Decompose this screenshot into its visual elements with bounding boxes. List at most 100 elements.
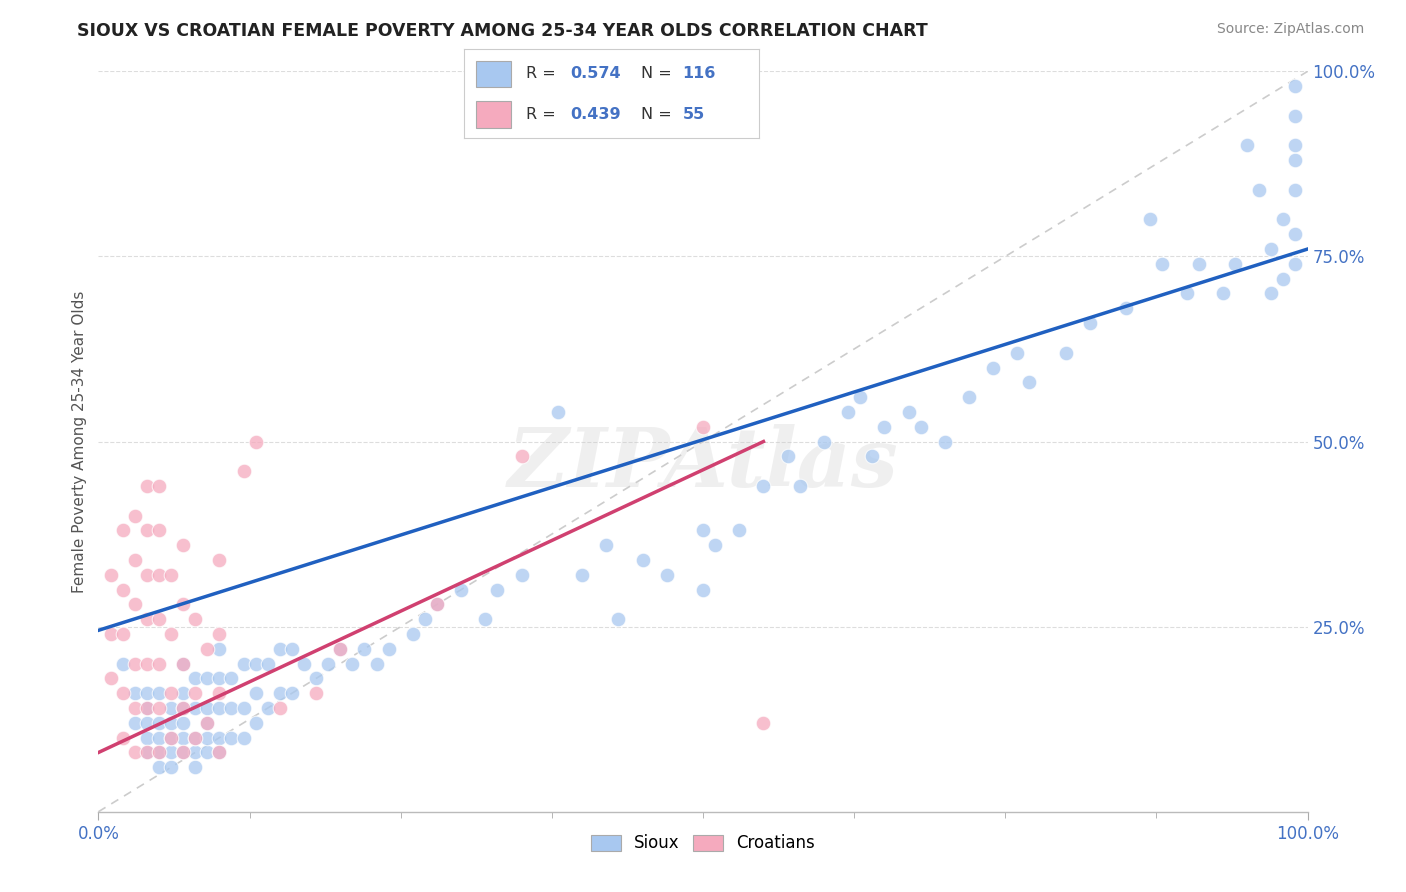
Point [124, 686, 146, 700]
Point [1284, 138, 1306, 153]
Point [486, 582, 509, 597]
Point [353, 641, 375, 656]
Point [100, 567, 122, 582]
Point [148, 746, 170, 760]
Point [281, 641, 304, 656]
Point [172, 686, 194, 700]
Point [292, 657, 315, 671]
Point [160, 731, 183, 745]
Point [1236, 138, 1258, 153]
Point [135, 746, 157, 760]
Point [305, 672, 328, 686]
Point [208, 701, 231, 715]
Point [232, 731, 254, 745]
Point [208, 553, 231, 567]
Point [1284, 109, 1306, 123]
Point [1284, 257, 1306, 271]
Point [208, 641, 231, 656]
Point [148, 524, 170, 538]
Point [100, 627, 122, 641]
Point [377, 641, 399, 656]
Point [135, 746, 157, 760]
Point [426, 598, 449, 612]
Point [160, 701, 183, 715]
Point [184, 760, 207, 774]
Text: 55: 55 [682, 107, 704, 121]
Point [172, 657, 194, 671]
Point [426, 598, 449, 612]
Point [172, 538, 194, 552]
Point [897, 405, 920, 419]
Point [1188, 257, 1211, 271]
Text: N =: N = [641, 66, 678, 80]
Point [160, 567, 183, 582]
Y-axis label: Female Poverty Among 25-34 Year Olds: Female Poverty Among 25-34 Year Olds [72, 291, 87, 592]
Point [655, 567, 678, 582]
Point [728, 524, 751, 538]
Point [269, 686, 291, 700]
Point [413, 612, 436, 626]
Point [1152, 257, 1174, 271]
Point [1175, 286, 1198, 301]
Point [160, 746, 183, 760]
Point [135, 686, 157, 700]
Point [148, 701, 170, 715]
Point [752, 715, 775, 730]
Point [776, 450, 799, 464]
Point [111, 582, 134, 597]
Point [1284, 227, 1306, 242]
Point [1115, 301, 1137, 316]
Point [957, 390, 980, 404]
Point [160, 731, 183, 745]
Point [269, 701, 291, 715]
Point [148, 715, 170, 730]
Point [124, 657, 146, 671]
Point [111, 627, 134, 641]
Point [571, 567, 593, 582]
Point [172, 701, 194, 715]
Point [100, 672, 122, 686]
Point [1007, 345, 1029, 359]
Point [873, 419, 896, 434]
Point [135, 612, 157, 626]
Point [221, 672, 243, 686]
Point [208, 746, 231, 760]
Point [329, 641, 352, 656]
Point [184, 686, 207, 700]
Point [256, 657, 278, 671]
Point [981, 360, 1004, 375]
Point [184, 731, 207, 745]
Point [232, 464, 254, 478]
Point [450, 582, 472, 597]
Text: R =: R = [526, 107, 561, 121]
Point [849, 390, 872, 404]
Point [232, 657, 254, 671]
Point [860, 450, 883, 464]
Point [910, 419, 932, 434]
Point [172, 746, 194, 760]
Point [148, 686, 170, 700]
Point [1284, 79, 1306, 94]
Point [1054, 345, 1077, 359]
Point [208, 731, 231, 745]
FancyBboxPatch shape [475, 61, 512, 87]
Point [208, 686, 231, 700]
Point [195, 641, 218, 656]
Point [111, 731, 134, 745]
Point [232, 701, 254, 715]
Point [510, 567, 533, 582]
Point [111, 524, 134, 538]
Point [135, 701, 157, 715]
Point [148, 760, 170, 774]
Point [1272, 271, 1295, 285]
Point [172, 731, 194, 745]
Point [195, 672, 218, 686]
Point [208, 672, 231, 686]
Point [789, 479, 811, 493]
Point [402, 627, 425, 641]
Text: 116: 116 [682, 66, 716, 80]
Point [195, 715, 218, 730]
Point [221, 731, 243, 745]
Point [135, 524, 157, 538]
Point [208, 746, 231, 760]
